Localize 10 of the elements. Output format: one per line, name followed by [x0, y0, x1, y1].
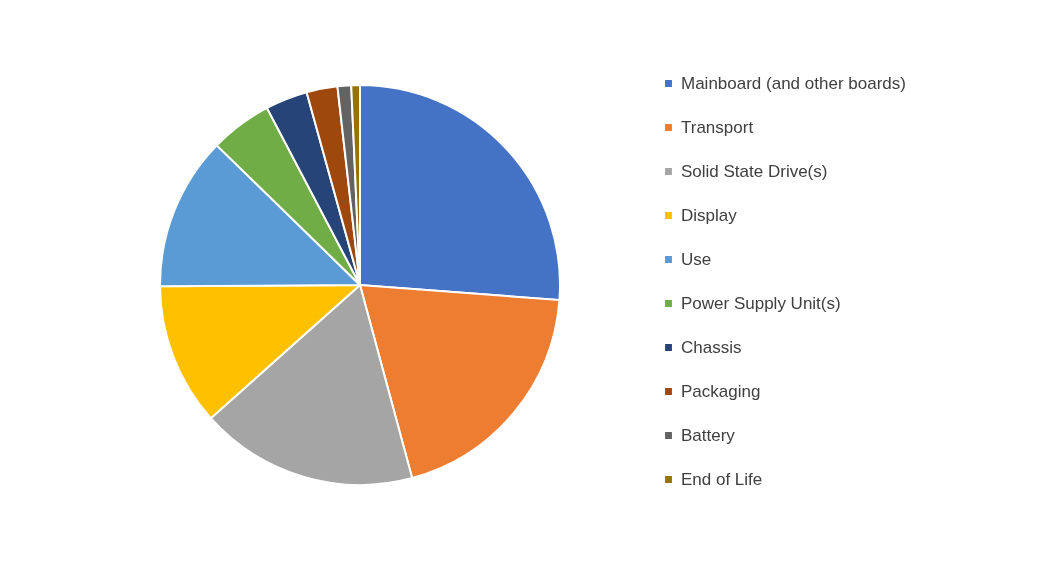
legend-label: Display	[681, 205, 738, 225]
legend-label: Chassis	[681, 337, 742, 357]
legend-label: Packaging	[681, 381, 761, 401]
legend-label: Battery	[681, 425, 736, 445]
legend-label: Use	[681, 249, 712, 269]
legend-label: Power Supply Unit(s)	[681, 293, 841, 313]
legend-label: Solid State Drive(s)	[681, 161, 828, 181]
legend-label: End of Life	[681, 469, 763, 489]
legend-label: Transport	[681, 117, 754, 137]
legend-label: Mainboard (and other boards)	[681, 73, 906, 93]
